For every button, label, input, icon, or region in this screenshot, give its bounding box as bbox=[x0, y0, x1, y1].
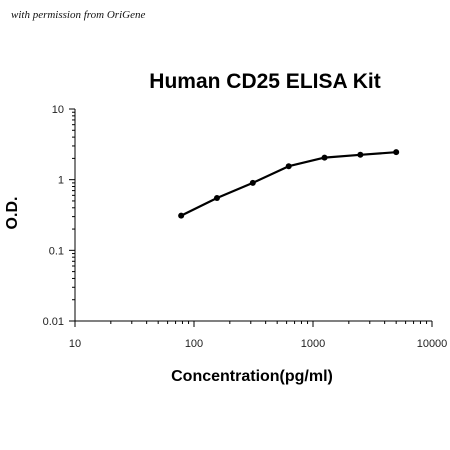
plot-area bbox=[178, 149, 400, 219]
y-tick-label: 10 bbox=[52, 104, 64, 116]
data-point bbox=[285, 163, 292, 170]
data-point bbox=[178, 212, 185, 219]
data-point bbox=[357, 151, 364, 158]
data-point bbox=[249, 179, 256, 186]
y-tick-label: 1 bbox=[58, 175, 64, 187]
chart-title: Human CD25 ELISA Kit bbox=[149, 70, 380, 93]
watermark-text: with permission from OriGene bbox=[11, 9, 146, 21]
series-line bbox=[180, 151, 398, 217]
axes: 10 100 1000 10000 0.01 0.1 1 10 bbox=[43, 104, 448, 350]
data-point bbox=[213, 195, 220, 202]
x-tick-label: 100 bbox=[185, 338, 203, 350]
y-tick-label: 0.01 bbox=[43, 316, 64, 328]
x-tick-label: 1000 bbox=[301, 338, 325, 350]
y-axis-label: O.D. bbox=[4, 197, 21, 230]
x-tick-label: 10000 bbox=[417, 338, 448, 350]
data-point bbox=[393, 149, 400, 156]
x-tick-label: 10 bbox=[69, 338, 81, 350]
x-axis-label: Concentration(pg/ml) bbox=[171, 368, 333, 385]
data-point bbox=[321, 154, 328, 161]
y-tick-label: 0.1 bbox=[49, 245, 64, 257]
